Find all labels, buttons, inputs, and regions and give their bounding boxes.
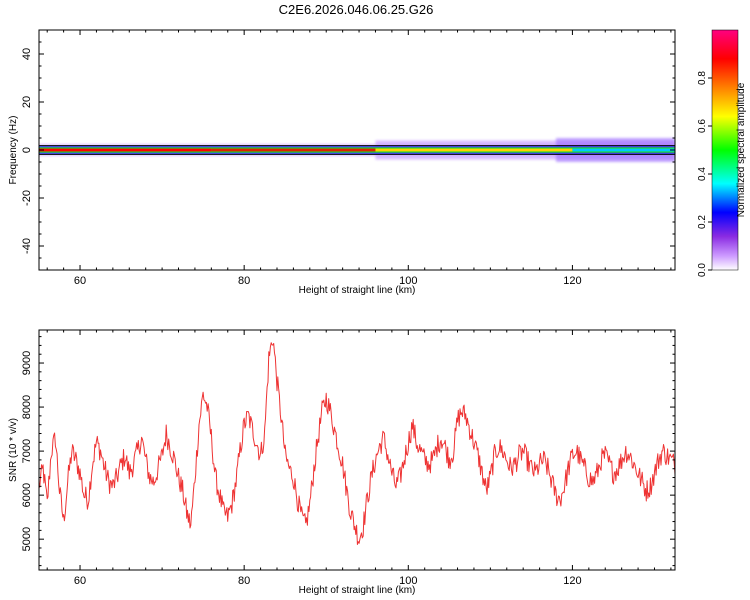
y-tick-label: 0 <box>21 147 33 153</box>
x-tick-label: 120 <box>563 275 581 287</box>
x-tick-label: 100 <box>399 275 417 287</box>
x-tick-label: 100 <box>399 575 417 587</box>
spectrogram-x-axis-label: Height of straight line (km) <box>299 285 416 296</box>
y-tick-label: 7000 <box>21 439 33 463</box>
y-tick-label: 8000 <box>21 395 33 419</box>
colorbar-tick-label: 0.8 <box>697 71 708 85</box>
snr-panel: 60 80 100 120 5000 6000 7000 8000 9000 Height of… <box>8 329 676 596</box>
spectrogram-ticks: 60 80 100 120 40 20 0 -20 -40 <box>21 29 675 287</box>
colorbar-label: Normalized spectral amplitude <box>736 82 747 217</box>
band-core-segment <box>39 148 212 152</box>
x-tick-label: 120 <box>563 575 581 587</box>
x-tick-label: 60 <box>74 275 86 287</box>
snr-y-axis-label: SNR (10 * v/v) <box>8 418 19 482</box>
x-tick-label: 80 <box>238 275 250 287</box>
band-core-segment <box>572 148 675 152</box>
y-tick-label: 5000 <box>21 527 33 551</box>
y-tick-label: -20 <box>21 190 33 206</box>
x-tick-label: 80 <box>238 575 250 587</box>
y-tick-label: 40 <box>21 48 33 60</box>
band-core-segment <box>375 148 573 152</box>
spectrogram-panel: 60 80 100 120 40 20 0 -20 -40 Height of straight… <box>8 29 676 296</box>
x-tick-label: 60 <box>74 575 86 587</box>
snr-ticks: 60 80 100 120 5000 6000 7000 8000 9000 <box>21 330 675 587</box>
snr-series-line <box>39 342 675 545</box>
snr-x-axis-label: Height of straight line (km) <box>299 585 416 596</box>
y-tick-label: -40 <box>21 238 33 254</box>
y-tick-label: 9000 <box>21 351 33 375</box>
snr-frame <box>38 329 676 571</box>
y-tick-label: 20 <box>21 96 33 108</box>
colorbar-scale <box>711 29 739 271</box>
colorbar-tick-label: 0.2 <box>697 215 708 229</box>
spectral-band <box>39 138 675 162</box>
band-core-segment <box>211 148 376 152</box>
colorbar-tick-label: 0.0 <box>697 263 708 277</box>
colorbar: 0.0 0.2 0.4 0.6 0.8 Normalized spectral ampl… <box>697 29 747 277</box>
spectrogram-y-axis-label: Frequency (Hz) <box>8 116 19 185</box>
figure-title: C2E6.2026.046.06.25.G26 <box>279 2 434 17</box>
colorbar-ticks: 0.0 0.2 0.4 0.6 0.8 <box>697 71 712 277</box>
colorbar-tick-label: 0.6 <box>697 119 708 133</box>
y-tick-label: 6000 <box>21 483 33 507</box>
colorbar-tick-label: 0.4 <box>697 167 708 181</box>
